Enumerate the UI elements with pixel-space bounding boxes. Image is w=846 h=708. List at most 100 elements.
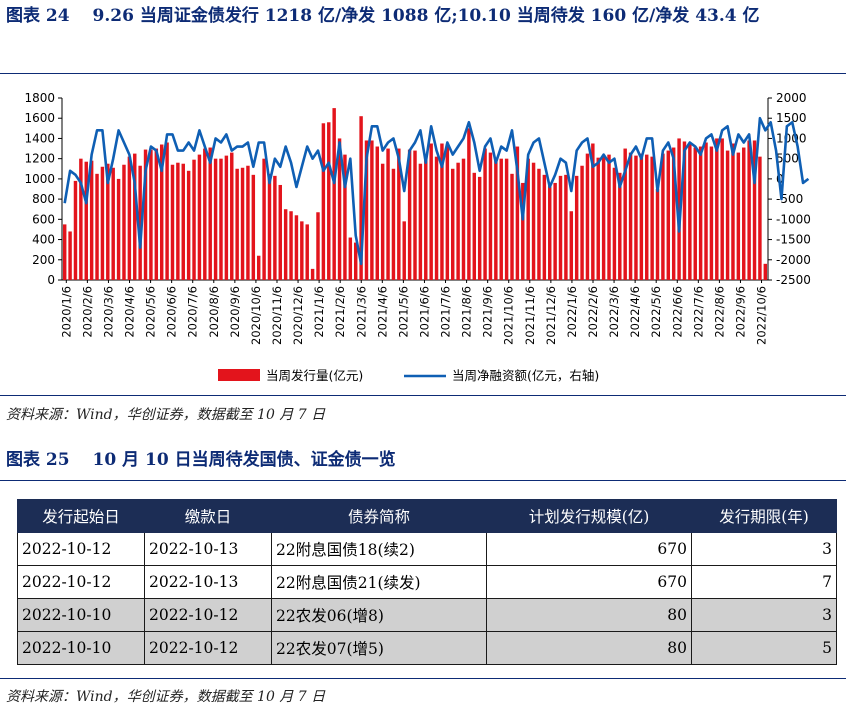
x-tick-label: 2021/5/6: [396, 286, 410, 338]
x-tick-label: 2021/3/6: [354, 286, 368, 338]
x-tick-label: 2022/4/6: [628, 286, 642, 338]
issuance-bar: [413, 150, 417, 280]
issuance-bar: [133, 153, 137, 280]
issuance-bar: [704, 142, 708, 280]
table-row: 2022-10-12 2022-10-13 22附息国债21(续发) 670 7: [17, 565, 837, 599]
issuance-bar: [569, 211, 574, 280]
issuance-bar: [655, 189, 660, 280]
issuance-bar: [424, 158, 428, 280]
issuance-bar: [327, 122, 331, 280]
table-header-row: 发行起始日 缴款日 债券简称 计划发行规模(亿) 发行期限(年): [17, 499, 837, 533]
issuance-bar: [591, 143, 595, 280]
issuance-bar: [612, 167, 617, 280]
issuance-bar: [645, 154, 649, 280]
right-tick-label: 2000: [776, 91, 807, 105]
col-planned-size: 计划发行规模(亿): [486, 499, 692, 533]
issuance-bar: [742, 147, 746, 280]
x-tick-label: 2020/4/6: [123, 286, 137, 338]
issuance-bar: [650, 156, 654, 280]
issuance-bar: [127, 156, 132, 280]
x-tick-label: 2022/7/6: [691, 286, 705, 338]
x-tick-label: 2021/4/6: [375, 286, 389, 338]
issuance-bar: [181, 163, 185, 280]
issuance-bar: [661, 153, 665, 280]
figure-25-bottom-rule: [0, 678, 846, 679]
x-tick-label: 2020/11/6: [270, 286, 284, 345]
issuance-bar: [62, 224, 67, 280]
x-tick-label: 2021/7/6: [439, 286, 453, 338]
term-cell: 7: [691, 565, 837, 599]
issuance-bar: [380, 163, 385, 280]
issuance-bar: [531, 162, 536, 280]
issuance-bar: [176, 162, 180, 280]
issuance-bar: [488, 152, 493, 280]
left-tick-label: 600: [32, 212, 55, 226]
issuance-bar: [526, 158, 530, 280]
x-tick-label: 2021/2/6: [333, 286, 347, 338]
x-tick-label: 2021/11/6: [523, 286, 537, 345]
planned-size-cell: 670: [486, 565, 692, 599]
right-tick-label: 1500: [776, 111, 807, 125]
term-cell: 5: [691, 631, 837, 665]
issuance-bar: [138, 165, 142, 280]
issuance-bar: [84, 161, 88, 280]
planned-size-cell: 80: [486, 598, 692, 632]
issuance-bar: [634, 155, 638, 280]
issuance-bar: [235, 168, 239, 280]
issuance-bar: [278, 184, 282, 280]
left-tick-label: 1200: [24, 152, 55, 166]
issuance-bar: [219, 158, 223, 280]
payment-date-cell: 2022-10-13: [144, 565, 272, 599]
issuance-bar: [548, 182, 552, 280]
issuance-bar: [321, 123, 326, 280]
issuance-bar: [731, 143, 735, 280]
issuance-bar: [391, 168, 396, 280]
issuance-bar: [483, 148, 487, 280]
issuance-bar: [256, 255, 261, 280]
table-row: 2022-10-10 2022-10-12 22农发07(增5) 80 5: [17, 631, 837, 665]
issuance-bar: [267, 173, 272, 280]
left-tick-label: 1000: [24, 172, 55, 186]
x-tick-label: 2020/3/6: [101, 286, 115, 338]
right-tick-label: 1000: [776, 131, 807, 145]
bond-name-cell: 22农发07(增5): [271, 631, 487, 665]
payment-date-cell: 2022-10-12: [144, 598, 272, 632]
issuance-bar: [558, 175, 563, 280]
issuance-bar: [224, 155, 229, 280]
issuance-bar: [618, 172, 622, 280]
start-date-cell: 2022-10-12: [17, 532, 145, 566]
payment-date-cell: 2022-10-12: [144, 631, 272, 665]
term-cell: 3: [691, 598, 837, 632]
issuance-bar: [262, 158, 266, 280]
x-tick-label: 2021/1/6: [312, 286, 326, 338]
issuance-bar: [510, 173, 514, 280]
issuance-bar: [720, 138, 724, 280]
issuance-bar: [402, 221, 406, 280]
issuance-bar: [494, 157, 498, 280]
start-date-cell: 2022-10-10: [17, 631, 145, 665]
issuance-bar: [251, 174, 256, 280]
issuance-bar: [348, 237, 353, 280]
bond-name-cell: 22附息国债18(续2): [271, 532, 487, 566]
legend-line-label: 当周净融资额(亿元，右轴): [452, 368, 599, 383]
right-tick-label: -2000: [776, 253, 811, 267]
left-tick-label: 200: [32, 253, 55, 267]
legend-bar-label: 当周发行量(亿元): [266, 368, 363, 383]
issuance-bar: [95, 173, 99, 280]
issuance-bar: [353, 242, 358, 280]
figure-25-title: 图表 25 10 月 10 日当周待发国债、证金债一览: [6, 450, 396, 470]
issuance-bar: [68, 231, 72, 280]
x-tick-label: 2022/9/6: [734, 286, 748, 338]
issuance-bar: [542, 174, 547, 280]
issuance-bar: [283, 209, 288, 280]
x-tick-label: 2021/10/6: [502, 286, 516, 345]
issuance-bar: [434, 156, 439, 280]
left-tick-label: 0: [47, 273, 55, 287]
x-tick-label: 2020/8/6: [207, 286, 221, 338]
term-cell: 3: [691, 532, 837, 566]
figure-25-source: 资料来源：Wind，华创证券，数据截至 10 月 7 日: [6, 689, 326, 705]
issuance-bar: [596, 157, 600, 280]
issuance-bar: [580, 165, 584, 280]
issuance-bar: [159, 144, 164, 280]
right-tick-label: -2500: [776, 273, 811, 287]
